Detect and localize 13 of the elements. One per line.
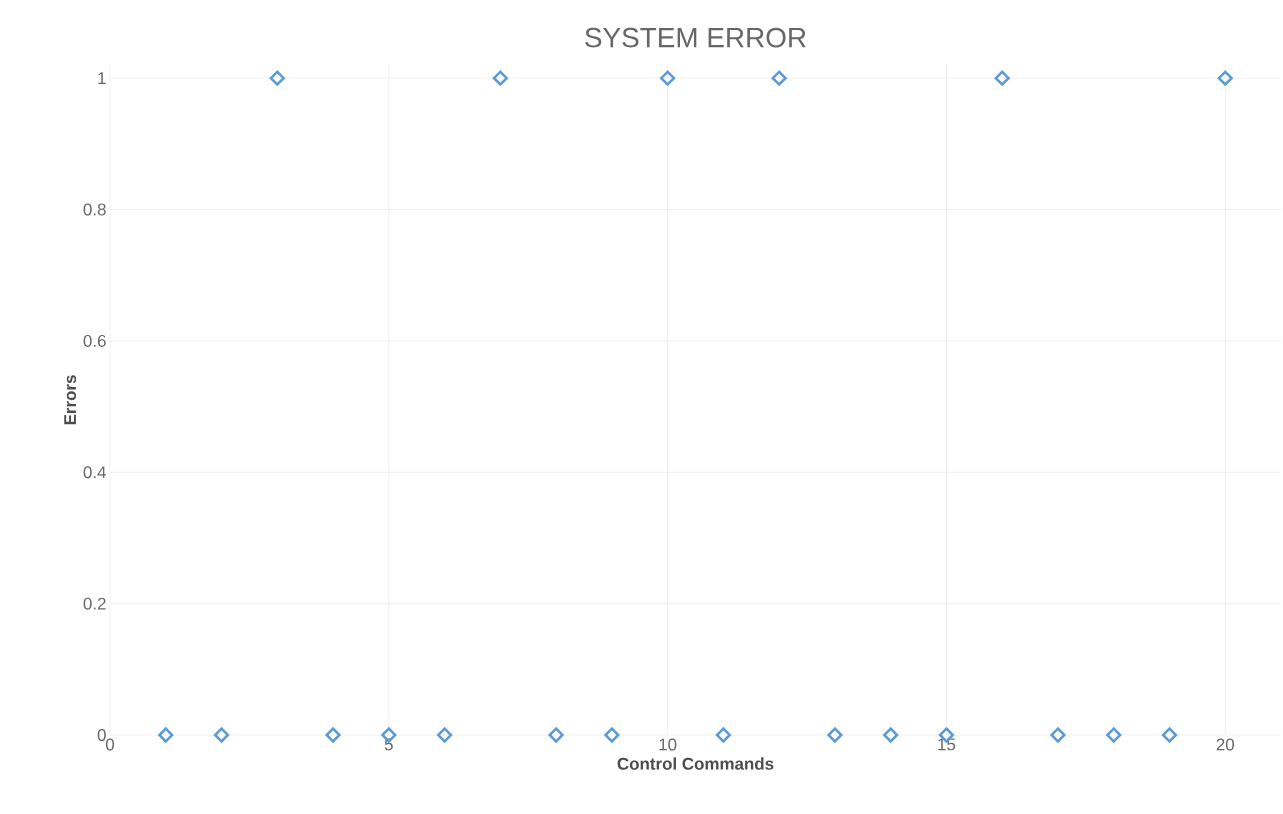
y-axis-title: Errors [64, 375, 77, 425]
x-tick-label: 10 [659, 738, 677, 751]
x-tick-label: 15 [938, 738, 956, 751]
y-tick-label: 0.4 [83, 466, 106, 479]
y-tick-label: 0.8 [83, 203, 106, 216]
chart-title: SYSTEM ERROR [585, 27, 806, 48]
x-tick-label: 20 [1216, 738, 1235, 751]
x-axis-title: Control Commands [617, 757, 774, 770]
y-tick-label: 0 [97, 729, 106, 741]
y-tick-label: 0.2 [83, 597, 106, 610]
x-tick-label: 0 [105, 738, 115, 751]
y-tick-label: 0.6 [83, 334, 106, 347]
y-tick-label: 1 [98, 72, 106, 84]
